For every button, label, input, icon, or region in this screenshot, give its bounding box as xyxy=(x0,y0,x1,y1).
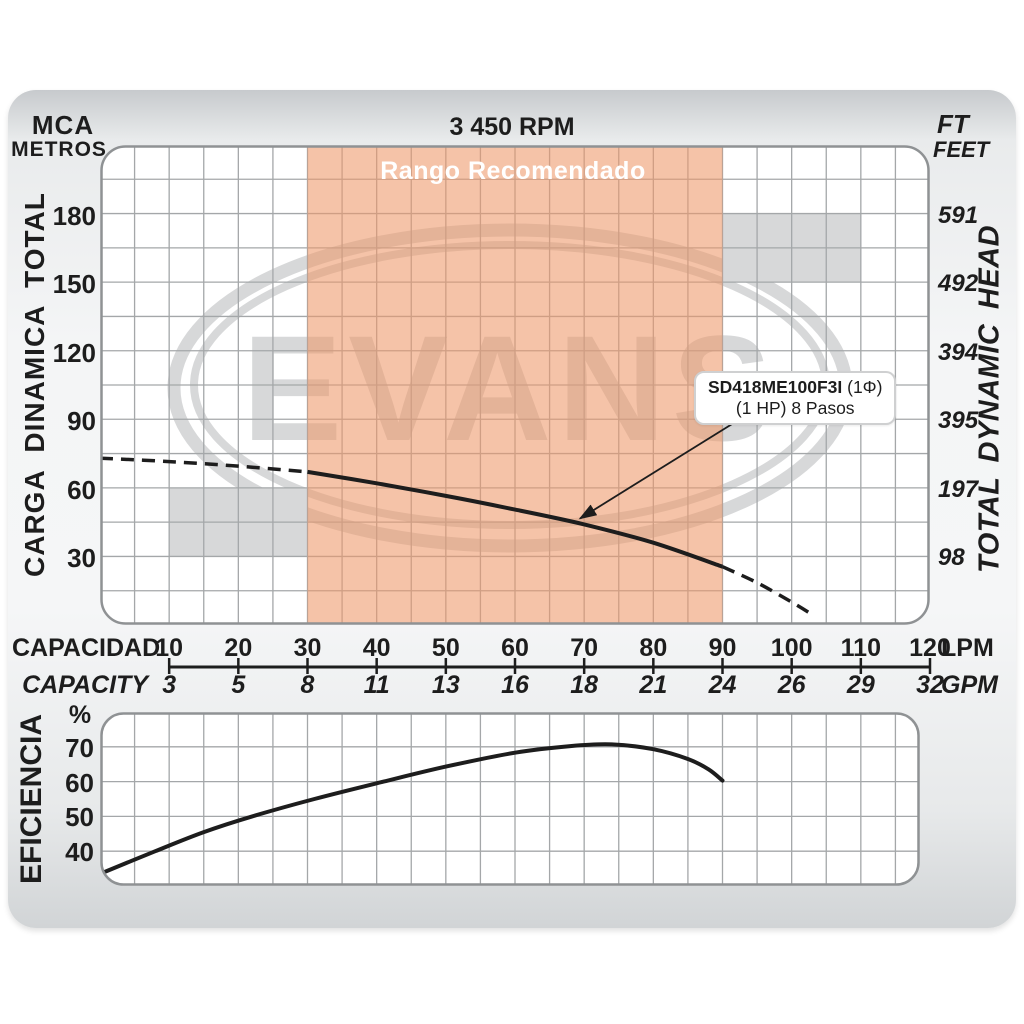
pump-model-code: SD418ME100F3I xyxy=(708,377,843,397)
efficiency-plot-area xyxy=(101,713,919,885)
lpm-tick-label: 70 xyxy=(570,634,599,662)
right-tick-label: 492 xyxy=(938,270,979,298)
right-tick-label: 591 xyxy=(938,201,979,229)
gpm-tick-label: 26 xyxy=(777,671,806,699)
lpm-unit-label: LPM xyxy=(941,634,994,662)
right-tick-label: 394 xyxy=(938,338,979,366)
lpm-tick-label: 100 xyxy=(770,634,813,662)
gpm-tick-label: 29 xyxy=(846,671,875,699)
right-tick-label: 197 xyxy=(938,475,979,503)
lpm-tick-label: 110 xyxy=(840,634,881,662)
left-tick-label: 90 xyxy=(67,406,96,437)
plot-background xyxy=(101,713,919,885)
head-curve-solid xyxy=(307,469,724,569)
rpm-title: 3 450 RPM xyxy=(449,113,575,141)
efficiency-tick-label: 60 xyxy=(65,767,94,798)
pump-model-phase: (1Φ) xyxy=(842,377,883,397)
left-tick-label: 60 xyxy=(67,474,96,505)
lpm-tick-label: 90 xyxy=(708,634,737,662)
lpm-tick-label: 50 xyxy=(431,634,460,662)
lpm-tick-label: 10 xyxy=(155,634,184,662)
capacity-label-en: CAPACITY xyxy=(22,671,148,699)
lpm-tick-label: 60 xyxy=(501,634,529,662)
efficiency-curve xyxy=(101,742,725,876)
efficiency-chart xyxy=(100,712,920,886)
right-tick-label: 395 xyxy=(938,407,979,435)
recommended-range-label: Rango Recomendado xyxy=(380,157,646,185)
lpm-tick-label: 120 xyxy=(909,634,951,662)
grid-lines xyxy=(101,713,919,885)
recommended-range-region xyxy=(307,146,723,624)
right-unit-line1: FT xyxy=(937,109,969,139)
gpm-tick-label: 24 xyxy=(708,671,737,699)
left-tick-label: 120 xyxy=(52,337,96,368)
plot-border xyxy=(100,712,920,886)
efficiency-percent-label: % xyxy=(68,701,92,729)
pump-model-line2: (1 HP) 8 Pasos xyxy=(735,398,855,418)
gpm-tick-label: 32 xyxy=(916,671,944,699)
gpm-unit-label: GPM xyxy=(941,671,998,699)
gpm-tick-label: 21 xyxy=(639,671,668,699)
right-unit-line2: FEET xyxy=(933,137,990,162)
lpm-tick-label: 30 xyxy=(293,634,322,662)
lpm-tick-label: 20 xyxy=(224,634,253,662)
gpm-tick-label: 13 xyxy=(431,671,460,699)
plot-border xyxy=(100,145,930,625)
gpm-tick-label: 3 xyxy=(162,671,177,699)
gpm-tick-label: 18 xyxy=(570,671,599,699)
gpm-tick-label: 11 xyxy=(363,671,390,699)
pump-model-line1: SD418ME100F3I (1Φ) xyxy=(708,377,882,398)
left-tick-label: 150 xyxy=(52,269,96,300)
left-unit-line1: MCA xyxy=(31,110,95,140)
efficiency-tick-label: 70 xyxy=(65,732,94,763)
gpm-tick-label: 16 xyxy=(501,671,529,699)
lpm-tick-label: 40 xyxy=(362,634,391,662)
gpm-tick-label: 5 xyxy=(231,671,246,699)
capacity-label-es: CAPACIDAD xyxy=(12,634,161,662)
efficiency-tick-label: 40 xyxy=(65,837,94,868)
left-unit-line2: METROS xyxy=(11,138,107,161)
head-curve-dashed xyxy=(721,565,814,617)
efficiency-tick-label: 50 xyxy=(65,802,94,833)
capacity-scale-bar xyxy=(167,658,932,674)
left-tick-label: 30 xyxy=(67,543,96,574)
gpm-tick-label: 8 xyxy=(300,671,315,699)
callout-arrow xyxy=(578,415,746,520)
pump-model-callout: SD418ME100F3I (1Φ) (1 HP) 8 Pasos xyxy=(694,371,897,425)
left-tick-label: 180 xyxy=(52,200,96,231)
head-curve-dashed xyxy=(101,456,308,474)
lpm-tick-label: 80 xyxy=(639,634,668,662)
right-tick-label: 98 xyxy=(938,544,965,572)
